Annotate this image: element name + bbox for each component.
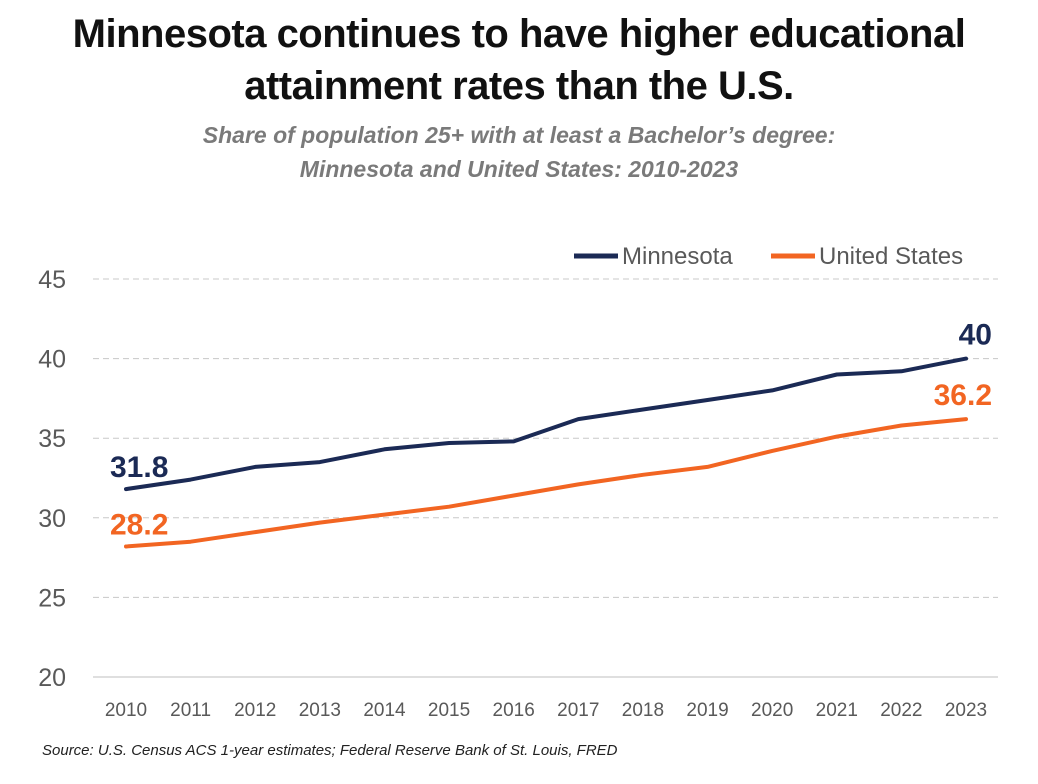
y-tick-label: 45: [38, 266, 66, 294]
x-tick-label: 2015: [428, 700, 470, 721]
x-tick-label: 2012: [234, 700, 276, 721]
x-tick-label: 2020: [751, 700, 793, 721]
legend-label-minnesota: Minnesota: [622, 243, 733, 270]
x-tick-label: 2011: [170, 700, 211, 721]
x-tick-label: 2019: [686, 700, 728, 721]
chart-subtitle: Share of population 25+ with at least a …: [0, 118, 1038, 186]
y-tick-label: 30: [38, 505, 66, 533]
x-tick-label: 2013: [299, 700, 341, 721]
x-tick-label: 2022: [880, 700, 922, 721]
data-label-start: 31.8: [110, 451, 168, 484]
y-axis-ticks: 20 25 30 35 40 45: [38, 266, 66, 692]
data-labels: 31.8 40 28.2 36.2: [110, 319, 992, 542]
data-label-start: 28.2: [110, 508, 168, 541]
y-tick-label: 40: [38, 346, 66, 374]
x-tick-label: 2018: [622, 700, 664, 721]
x-axis-ticks: 2010 2011 2012 2013 2014 2015 2016 2017 2018 2019…: [105, 700, 987, 721]
subtitle-line-1: Share of population 25+ with at least a …: [202, 122, 836, 148]
data-label-end: 40: [959, 319, 992, 352]
y-tick-label: 35: [38, 425, 66, 453]
legend: Minnesota United States: [574, 243, 963, 270]
source-note: Source: U.S. Census ACS 1-year estimates…: [42, 742, 618, 759]
series-lines: [124, 356, 968, 549]
series-line-united-states: [124, 417, 968, 549]
y-tick-label: 20: [38, 664, 66, 692]
x-tick-label: 2014: [363, 700, 406, 721]
x-tick-label: 2021: [816, 700, 858, 721]
x-tick-label: 2023: [945, 700, 987, 721]
gridlines: [93, 278, 998, 678]
data-label-end: 36.2: [934, 379, 992, 412]
subtitle-line-2: Minnesota and United States: 2010-2023: [299, 156, 739, 182]
x-tick-label: 2017: [557, 700, 599, 721]
title-line-2: attainment rates than the U.S.: [244, 64, 794, 108]
series-line-minnesota: [124, 356, 968, 492]
title-line-1: Minnesota continues to have higher educa…: [72, 12, 966, 56]
chart-title: Minnesota continues to have higher educa…: [0, 8, 1038, 112]
legend-label-united-states: United States: [819, 243, 963, 270]
x-tick-label: 2016: [493, 700, 535, 721]
x-tick-label: 2010: [105, 700, 147, 721]
y-tick-label: 25: [38, 584, 66, 612]
